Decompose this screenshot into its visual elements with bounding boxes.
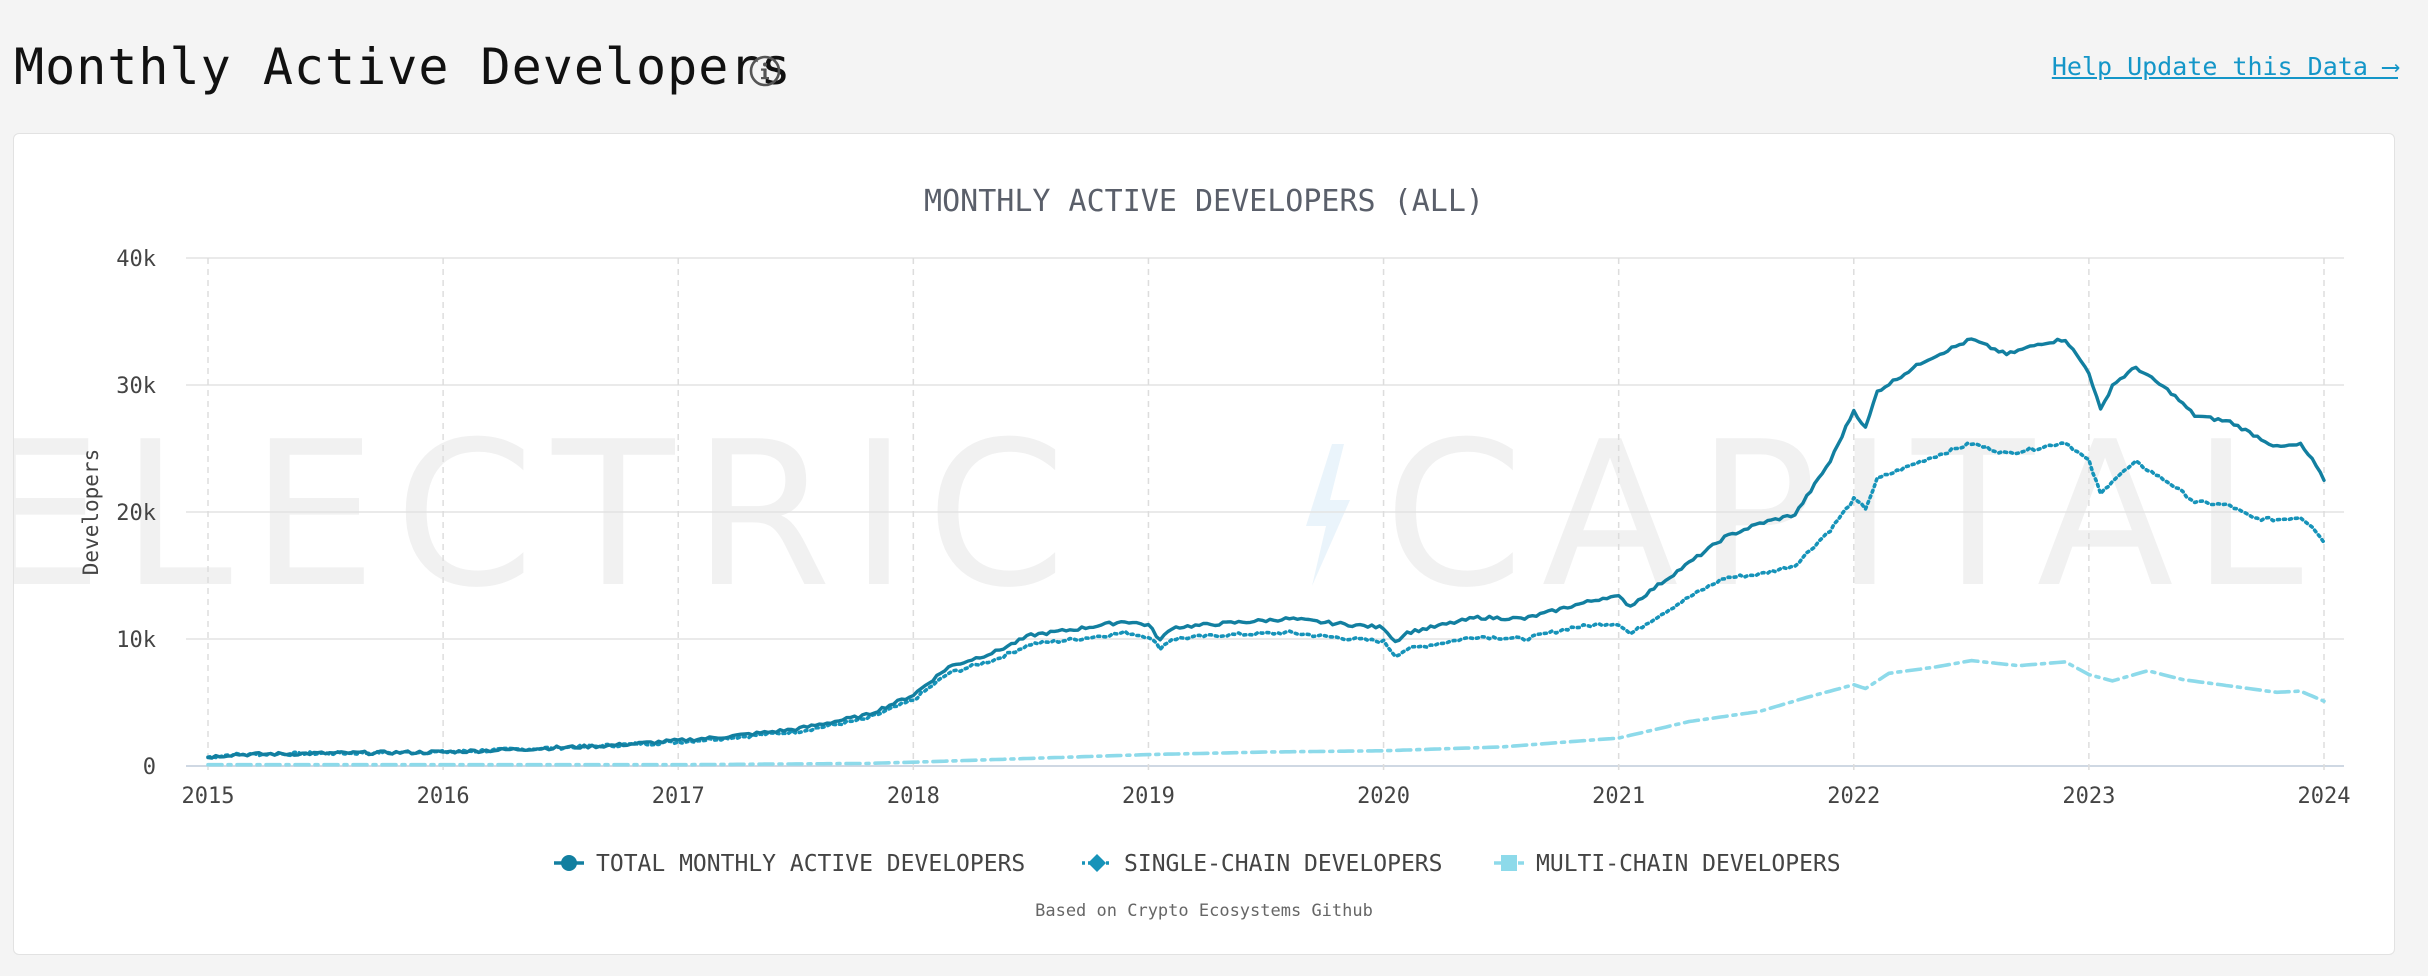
chart-card: ELECTRIC CAPITAL MONTHLY ACTIVE DEVELOPER…: [13, 133, 2395, 955]
y-tick-label: 0: [143, 755, 156, 780]
x-tick-label: 2016: [417, 784, 470, 809]
page-title: Monthly Active Developers: [14, 38, 792, 96]
x-tick-label: 2018: [887, 784, 940, 809]
y-axis: 0 10k 20k 30k 40k: [116, 247, 156, 780]
x-tick-label: 2015: [182, 784, 235, 809]
y-tick-label: 10k: [116, 628, 156, 653]
legend-label: MULTI-CHAIN DEVELOPERS: [1536, 851, 1841, 877]
info-icon[interactable]: [748, 54, 782, 88]
watermark: ELECTRIC CAPITAL: [14, 399, 2321, 632]
y-axis-label: Developers: [79, 449, 103, 575]
y-tick-label: 40k: [116, 247, 156, 272]
chart-title: MONTHLY ACTIVE DEVELOPERS (ALL): [924, 184, 1484, 219]
x-tick-label: 2022: [1827, 784, 1880, 809]
legend-multi-chain[interactable]: MULTI-CHAIN DEVELOPERS: [1494, 851, 1841, 877]
chart-legend: TOTAL MONTHLY ACTIVE DEVELOPERS SINGLE-CH…: [554, 851, 1841, 877]
chart-series: [206, 337, 2326, 767]
legend-label: TOTAL MONTHLY ACTIVE DEVELOPERS: [596, 851, 1025, 877]
legend-single-chain[interactable]: SINGLE-CHAIN DEVELOPERS: [1082, 851, 1443, 877]
y-tick-label: 30k: [116, 374, 156, 399]
series-line: [206, 658, 2326, 767]
legend-total[interactable]: TOTAL MONTHLY ACTIVE DEVELOPERS: [554, 851, 1025, 877]
x-tick-label: 2021: [1592, 784, 1645, 809]
x-tick-label: 2020: [1357, 784, 1410, 809]
chart: ELECTRIC CAPITAL MONTHLY ACTIVE DEVELOPER…: [14, 184, 2351, 921]
series-line: [206, 337, 2326, 760]
x-tick-label: 2017: [652, 784, 705, 809]
legend-label: SINGLE-CHAIN DEVELOPERS: [1124, 851, 1443, 877]
x-axis: 2015 2016 2017 2018 2019 2020 2021 2022 2023 2024: [182, 784, 2351, 809]
chart-grid: [186, 257, 2344, 774]
watermark-word: ELECTRIC: [14, 399, 1084, 632]
x-tick-label: 2024: [2298, 784, 2351, 809]
chart-footnote: Based on Crypto Ecosystems Github: [1035, 901, 1373, 921]
help-update-data-link[interactable]: Help Update this Data ⟶: [2051, 52, 2398, 81]
y-tick-label: 20k: [116, 501, 156, 526]
watermark-word: CAPITAL: [1384, 399, 2321, 632]
x-tick-label: 2019: [1122, 784, 1175, 809]
page-header: Monthly Active Developers Help Update th…: [0, 0, 2428, 132]
bolt-icon: [1306, 444, 1350, 586]
legend-circle-icon: [561, 855, 577, 871]
legend-square-icon: [1501, 855, 1517, 871]
x-tick-label: 2023: [2062, 784, 2115, 809]
legend-diamond-icon: [1088, 854, 1106, 872]
